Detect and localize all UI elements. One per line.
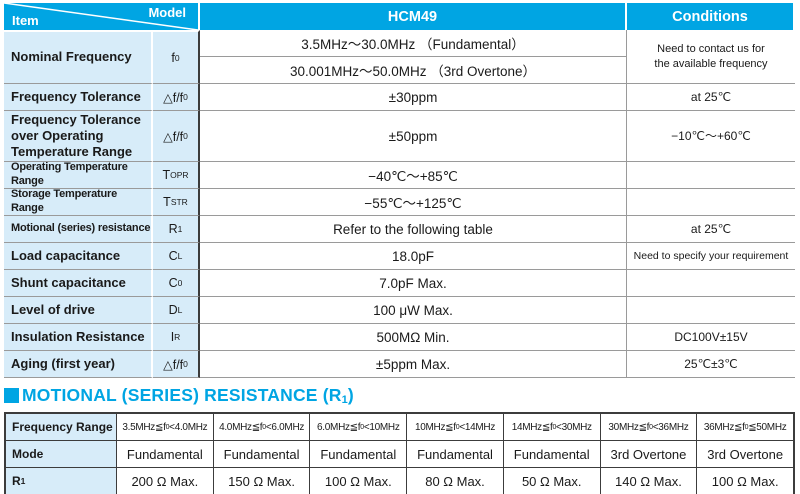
- r1-cell: 100 Ω Max.: [310, 468, 408, 494]
- mode-cell: 3rd Overtone: [601, 441, 698, 467]
- section-bullet-icon: [4, 388, 19, 403]
- condition-cell: at 25℃: [627, 84, 795, 111]
- condition-cell: [627, 270, 795, 297]
- item-cell: Storage Temperature Range: [4, 188, 153, 216]
- item-cell: Motional (series) resistance: [4, 216, 153, 243]
- item-cell: Frequency Tolerance over Operating Tempe…: [4, 111, 153, 162]
- r1-cell: 140 Ω Max.: [601, 468, 698, 494]
- item-cell: Aging (first year): [4, 351, 153, 378]
- value-cell: ±5ppm Max.: [200, 351, 627, 378]
- model-cell: △f/f 0: [153, 351, 200, 378]
- diagonal-divider: [4, 3, 198, 30]
- model-cell: △f/f 0: [153, 111, 200, 162]
- value-cell: ±50ppm: [200, 111, 627, 162]
- item-cell: Shunt capacitance: [4, 270, 153, 297]
- range-cell: 3.5MHz≦f 0 <4.0MHz: [117, 414, 214, 440]
- model-cell: T OPR: [153, 162, 200, 189]
- condition-cell: 25℃±3℃: [627, 351, 795, 378]
- item-cell: Insulation Resistance: [4, 324, 153, 351]
- item-cell: Nominal Frequency: [4, 30, 153, 84]
- condition-cell: [627, 297, 795, 324]
- range-cell: 14MHz≦f 0 <30MHz: [504, 414, 601, 440]
- spec-table: Item Model HCM49 Conditions Nominal Freq…: [4, 3, 795, 378]
- mode-cell: 3rd Overtone: [707, 446, 784, 462]
- value-cell: −40℃～+85℃: [200, 162, 627, 189]
- mode-cell: Fundamental: [504, 441, 601, 467]
- value-cell: 3.5MHz～30.0MHz （Fundamental） 30.001MHz～5…: [200, 30, 627, 84]
- header-item-label: Item: [12, 13, 39, 28]
- resistance-table: Frequency Range 3.5MHz≦f 0 <4.0MHz 4.0MHz≦…: [4, 412, 795, 494]
- value-cell: 100 μW Max.: [200, 297, 627, 324]
- condition-cell: Need to specify your requirement: [627, 243, 795, 270]
- value-cell: 500MΩ Min.: [200, 324, 627, 351]
- value-cell: −55℃～+125℃: [200, 189, 627, 216]
- value-overtone: 30.001MHz～50.0MHz （3rd Overtone）: [289, 63, 537, 79]
- item-cell: Operating Temperature Range: [4, 161, 153, 189]
- header-conditions-label: Conditions: [627, 3, 793, 30]
- r1-cell: 80 Ω Max.: [407, 468, 504, 494]
- table-row-frequency-tolerance: Frequency Tolerance △f/f 0 ±30ppm at 25℃: [4, 84, 795, 111]
- mode-cell: Fundamental: [407, 441, 504, 467]
- range-cell: 30MHz≦f 0 <36MHz: [601, 414, 698, 440]
- range-cell: 4.0MHz≦f 0 <6.0MHz: [214, 414, 311, 440]
- condition-cell: DC100V±15V: [627, 324, 795, 351]
- row-label-mode: Mode: [6, 441, 117, 467]
- value-cell: 18.0pF: [200, 243, 627, 270]
- spec-table-header: Item Model HCM49 Conditions: [4, 3, 795, 30]
- table-row-aging: Aging (first year) △f/f 0 ±5ppm Max. 25℃±…: [4, 351, 795, 378]
- header-item-model-cell: Item Model: [4, 3, 200, 30]
- item-cell: Frequency Tolerance: [4, 84, 153, 111]
- row-label-frequency-range: Frequency Range: [6, 414, 117, 440]
- item-cell: Load capacitance: [4, 243, 153, 270]
- mode-cell: Fundamental: [310, 441, 408, 467]
- condition-cell: [627, 189, 795, 216]
- resistance-row-mode: Mode Fundamental Fundamental Fundamental…: [6, 441, 793, 468]
- model-cell: △f/f 0: [153, 84, 200, 111]
- r1-cell: 100 Ω Max.: [711, 473, 779, 489]
- header-model-label: Model: [148, 5, 186, 20]
- header-product-label: HCM49: [200, 3, 627, 30]
- r1-cell: 50 Ω Max.: [504, 468, 601, 494]
- item-cell: Level of drive: [4, 297, 153, 324]
- table-row-storage-temperature: Storage Temperature Range T STR −55℃～+125…: [4, 188, 795, 216]
- condition-cell: −10℃～+60℃: [627, 111, 795, 162]
- range-cell: 36MHz≦f 0 ≦50MHz: [703, 421, 787, 433]
- model-cell: T STR: [153, 189, 200, 216]
- mode-cell: Fundamental: [117, 441, 214, 467]
- condition-cell: at 25℃: [627, 216, 795, 243]
- mode-cell: Fundamental: [214, 441, 311, 467]
- table-row-frequency-tolerance-operating: Frequency Tolerance over Operating Tempe…: [4, 111, 795, 162]
- value-cell: Refer to the following table: [200, 216, 627, 243]
- condition-cell: Need to contact us for the available fre…: [627, 30, 795, 84]
- resistance-row-frequency-range: Frequency Range 3.5MHz≦f 0 <4.0MHz 4.0MHz≦…: [6, 414, 793, 441]
- section-heading: MOTIONAL (SERIES) RESISTANCE (R1): [4, 385, 354, 406]
- value-fundamental: 3.5MHz～30.0MHz （Fundamental）: [200, 30, 626, 57]
- section-title: MOTIONAL (SERIES) RESISTANCE (R1): [22, 385, 354, 406]
- value-cell: ±30ppm: [200, 84, 627, 111]
- range-cell: 6.0MHz≦f 0 <10MHz: [310, 414, 408, 440]
- table-row-operating-temperature: Operating Temperature Range T OPR −40℃～+8…: [4, 161, 795, 189]
- condition-cell: [627, 162, 795, 189]
- range-cell: 10MHz≦f 0 <14MHz: [407, 414, 504, 440]
- r1-cell: 150 Ω Max.: [214, 468, 311, 494]
- r1-cell: 200 Ω Max.: [117, 468, 214, 494]
- value-cell: 7.0pF Max.: [200, 270, 627, 297]
